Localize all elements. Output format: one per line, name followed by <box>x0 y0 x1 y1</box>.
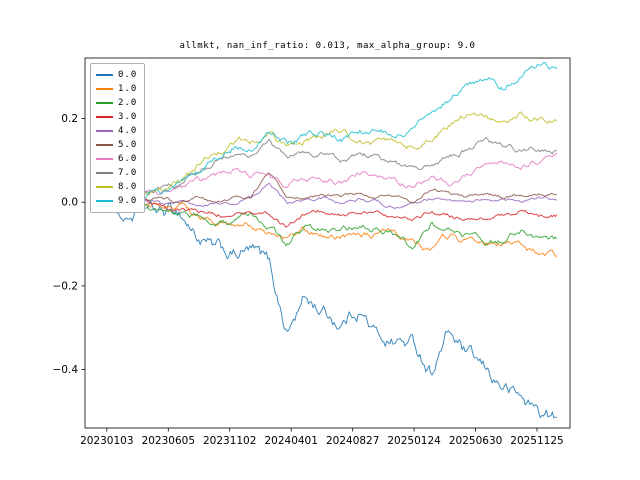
legend-line-swatch <box>96 158 113 160</box>
legend-line-swatch <box>96 186 113 188</box>
legend-item: 1.0 <box>96 82 137 96</box>
legend-line-swatch <box>96 130 113 132</box>
legend-label: 6.0 <box>118 154 138 164</box>
series-line-4.0 <box>106 182 558 209</box>
legend-label: 5.0 <box>118 140 138 150</box>
legend-line-swatch <box>96 74 113 76</box>
x-tick-label: 20251125 <box>510 435 563 447</box>
x-tick-label: 20230605 <box>142 435 195 447</box>
series-line-9.0 <box>106 61 558 204</box>
y-tick-label: 0.0 <box>61 197 78 209</box>
legend-item: 8.0 <box>96 180 137 194</box>
legend-line-swatch <box>96 116 113 118</box>
legend-label: 4.0 <box>118 126 138 136</box>
series-line-0.0 <box>106 200 557 419</box>
legend-label: 7.0 <box>118 168 138 178</box>
legend-item: 5.0 <box>96 138 137 152</box>
series-line-8.0 <box>106 111 558 204</box>
y-tick-label: 0.2 <box>61 113 78 125</box>
x-tick-label: 20240827 <box>326 435 379 447</box>
x-tick-label: 20231102 <box>203 435 256 447</box>
legend: 0.0 1.0 2.0 3.0 4.0 5.0 6.0 7.0 8.0 9.0 <box>90 63 146 213</box>
x-tick-label: 20240401 <box>264 435 317 447</box>
series-line-7.0 <box>106 137 558 203</box>
series-line-5.0 <box>106 172 558 204</box>
legend-label: 9.0 <box>118 196 138 206</box>
series-line-2.0 <box>106 201 558 250</box>
legend-line-swatch <box>96 172 113 174</box>
y-tick-label: −0.2 <box>53 280 79 292</box>
series-line-6.0 <box>106 152 558 204</box>
legend-label: 2.0 <box>118 98 138 108</box>
legend-line-swatch <box>96 144 113 146</box>
legend-item: 0.0 <box>96 68 137 82</box>
legend-item: 3.0 <box>96 110 137 124</box>
legend-item: 2.0 <box>96 96 137 110</box>
legend-label: 0.0 <box>118 70 138 80</box>
x-tick-label: 20250124 <box>387 435 441 447</box>
legend-label: 3.0 <box>118 112 138 122</box>
y-tick-label: −0.4 <box>53 364 79 376</box>
legend-line-swatch <box>96 200 113 202</box>
legend-item: 9.0 <box>96 194 137 208</box>
legend-line-swatch <box>96 88 113 90</box>
legend-item: 7.0 <box>96 166 137 180</box>
legend-label: 8.0 <box>118 182 138 192</box>
legend-item: 6.0 <box>96 152 137 166</box>
series-line-1.0 <box>106 199 558 257</box>
legend-line-swatch <box>96 102 113 104</box>
chart-title: allmkt, nan_inf_ratio: 0.013, max_alpha_… <box>179 41 476 51</box>
x-tick-label: 20250630 <box>449 435 502 447</box>
legend-label: 1.0 <box>118 84 138 94</box>
legend-item: 4.0 <box>96 124 137 138</box>
x-tick-label: 20230103 <box>80 435 133 447</box>
series-line-3.0 <box>106 197 558 228</box>
axes-box <box>84 57 571 429</box>
